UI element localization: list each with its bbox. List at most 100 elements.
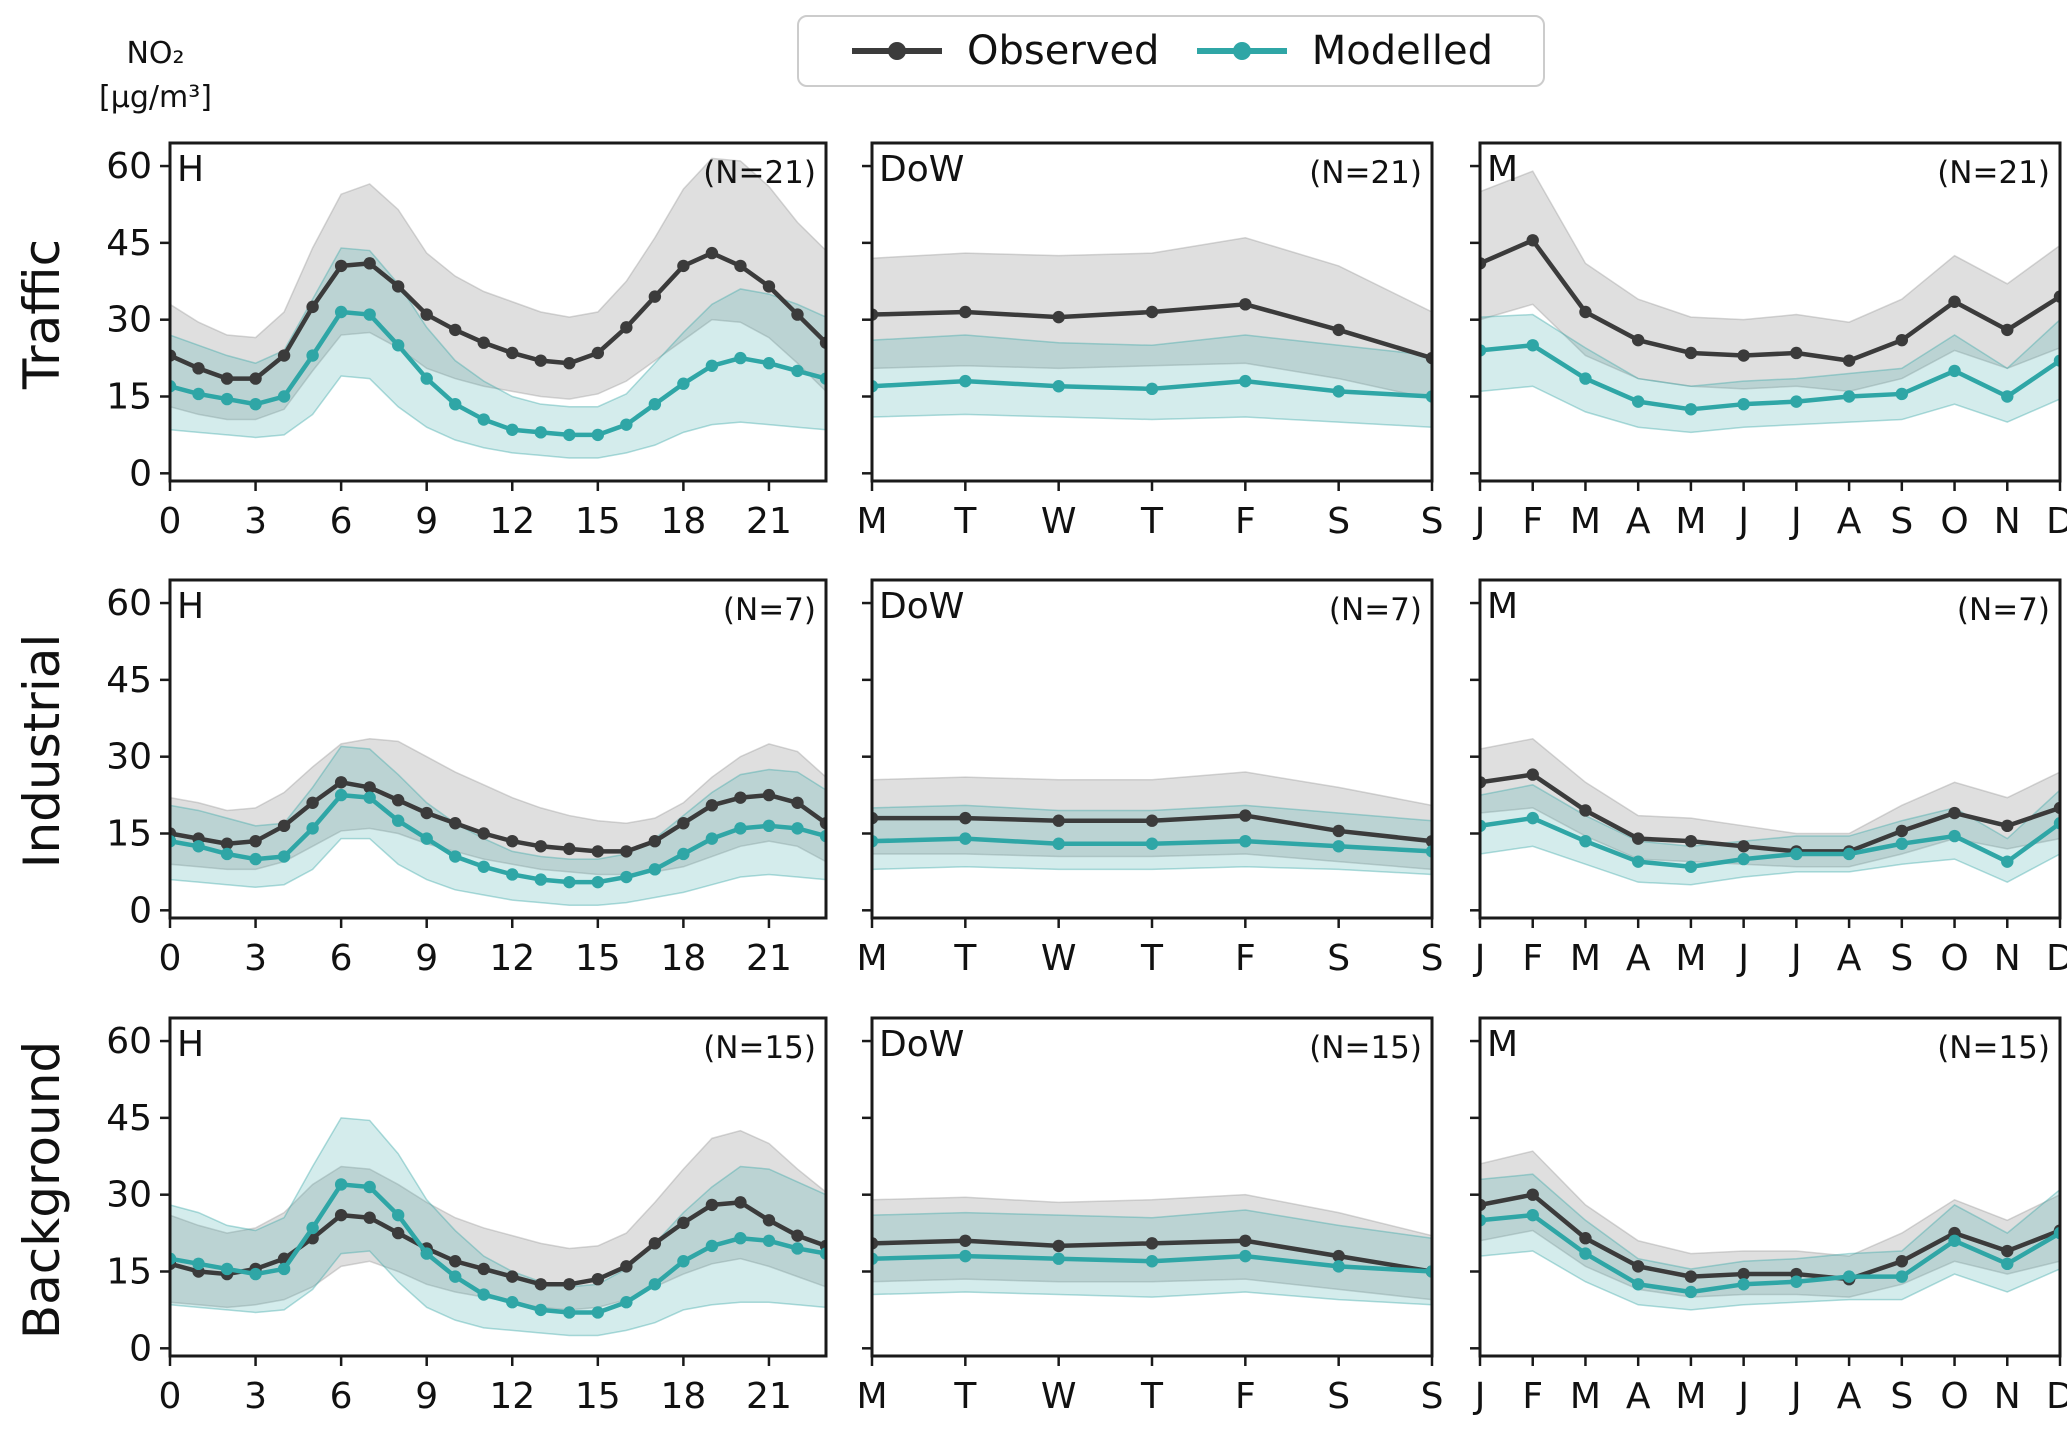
- subplot-traffic-dow: M T W T F S S DoW (N=21): [856, 141, 1443, 542]
- modelled-marker: [563, 875, 576, 889]
- modelled-line: [1480, 1212, 2060, 1295]
- x-tick-label: T: [1140, 501, 1164, 542]
- observed-marker: [506, 834, 519, 848]
- observed-marker: [819, 817, 826, 830]
- tick-marks: [1470, 1039, 2062, 1366]
- modelled-marker: [2001, 390, 2014, 403]
- panel-n-label: (N=7): [723, 592, 816, 628]
- observed-marker: [1895, 1255, 1909, 1268]
- observed-marker: [1239, 1234, 1252, 1247]
- modelled-marker: [1052, 1252, 1065, 1265]
- observed-marker: [762, 280, 776, 293]
- modelled-marker: [762, 819, 776, 833]
- observed-marker: [1948, 806, 1961, 820]
- observed-marker: [791, 796, 804, 809]
- subplot-industrial-h: 0 15 30 45 60 0 3 6 9 12 15 18 21 H (N=7): [106, 578, 828, 979]
- panel-tag: H: [177, 149, 204, 190]
- x-tick-label: 21: [746, 501, 792, 542]
- x-tick-label: 18: [660, 938, 706, 979]
- modelled-marker: [705, 832, 719, 845]
- observed-band: [872, 236, 1432, 400]
- modelled-marker: [734, 822, 747, 835]
- observed-marker: [1480, 776, 1487, 789]
- modelled-markers: [1480, 1208, 2060, 1299]
- modelled-marker: [170, 1252, 177, 1265]
- axes-frame: [1478, 141, 2062, 483]
- x-tick-label: D: [2046, 501, 2067, 542]
- modelled-marker: [420, 372, 433, 385]
- subplot-background-dow: M T W T F S S DoW (N=15): [856, 1016, 1443, 1417]
- modelled-marker: [1790, 395, 1803, 408]
- modelled-marker: [249, 852, 262, 866]
- observed-marker: [734, 791, 747, 804]
- modelled-marker: [192, 840, 205, 853]
- x-tick-label: M: [1570, 1376, 1601, 1417]
- modelled-marker: [192, 1257, 205, 1271]
- modelled-marker: [563, 1306, 576, 1319]
- panel-tag: M: [1487, 149, 1518, 190]
- panel-n-label: (N=7): [1957, 592, 2050, 628]
- x-tick-label: S: [1327, 1376, 1350, 1417]
- modelled-marker: [1842, 1270, 1856, 1283]
- modelled-marker: [791, 364, 804, 378]
- observed-line: [1480, 1192, 2060, 1282]
- observed-marker: [1480, 257, 1487, 270]
- modelled-marker: [734, 351, 747, 365]
- observed-markers: [1480, 234, 2060, 367]
- modelled-marker: [734, 1232, 747, 1245]
- modelled-marker: [534, 426, 547, 439]
- x-tick-label: F: [1235, 501, 1256, 542]
- observed-marker: [391, 794, 405, 807]
- axes-frame: [870, 1016, 1434, 1358]
- x-tick-label: 15: [575, 938, 621, 979]
- modelled-markers: [170, 788, 826, 889]
- observed-marker: [620, 321, 633, 334]
- observed-marker: [420, 308, 433, 321]
- modelled-marker: [192, 387, 205, 401]
- x-tick-label: 18: [660, 501, 706, 542]
- modelled-marker: [1480, 819, 1487, 833]
- panel-n-label: (N=15): [1309, 1030, 1422, 1066]
- modelled-marker: [819, 1247, 826, 1260]
- x-tick-label: N: [1994, 1376, 2021, 1417]
- x-tick-label: J: [1736, 1376, 1749, 1417]
- modelled-marker: [620, 1296, 633, 1309]
- modelled-line-swatch: [1196, 42, 1287, 60]
- modelled-markers: [1480, 811, 2060, 873]
- modelled-marker: [1239, 374, 1252, 388]
- observed-marker: [648, 1237, 662, 1250]
- observed-marker: [477, 827, 490, 840]
- modelled-marker: [648, 397, 662, 411]
- modelled-marker: [334, 788, 348, 802]
- panel-tag: DoW: [879, 149, 964, 190]
- observed-marker: [391, 280, 405, 293]
- modelled-markers: [872, 1249, 1432, 1278]
- observed-marker: [477, 336, 490, 349]
- x-tick-label: S: [1890, 501, 1913, 542]
- panel-n-label: (N=21): [1309, 155, 1422, 191]
- modelled-marker: [591, 875, 605, 889]
- modelled-marker: [762, 357, 776, 370]
- observed-marker: [1684, 346, 1698, 360]
- observed-marker: [1052, 310, 1065, 324]
- modelled-markers: [872, 832, 1432, 858]
- modelled-marker: [2053, 354, 2060, 367]
- modelled-marker: [1579, 1247, 1592, 1260]
- observed-marker: [1631, 333, 1645, 347]
- x-tick-label: A: [1626, 501, 1651, 542]
- x-tick-label: T: [953, 938, 977, 979]
- x-tick-label: M: [1570, 938, 1601, 979]
- y-tick-label: 60: [106, 146, 152, 187]
- x-tick-label: 6: [330, 1376, 353, 1417]
- observed-marker: [506, 1270, 519, 1283]
- modelled-marker: [959, 1249, 972, 1263]
- modelled-marker: [1332, 840, 1345, 853]
- modelled-marker: [391, 814, 405, 827]
- tick-marks: [160, 1039, 771, 1366]
- modelled-marker: [705, 1239, 719, 1253]
- modelled-marker: [1145, 382, 1159, 396]
- x-tick-label: O: [1940, 1376, 1968, 1417]
- x-tick-label: F: [1235, 1376, 1256, 1417]
- panel-n-label: (N=7): [1329, 592, 1422, 628]
- observed-markers: [170, 246, 826, 385]
